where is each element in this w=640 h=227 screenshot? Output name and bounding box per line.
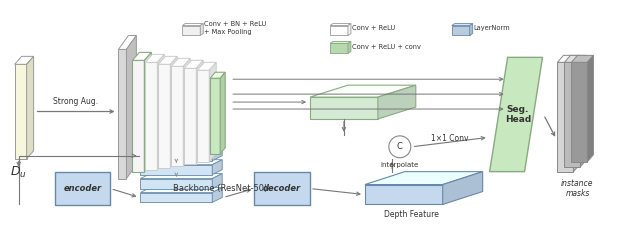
Polygon shape (158, 64, 170, 168)
Text: C: C (397, 142, 403, 151)
Polygon shape (172, 58, 190, 66)
Polygon shape (588, 55, 593, 162)
Polygon shape (330, 26, 348, 35)
Polygon shape (158, 56, 177, 64)
Polygon shape (210, 72, 225, 78)
Polygon shape (27, 56, 34, 159)
Polygon shape (184, 68, 196, 164)
Text: instance
masks: instance masks (561, 179, 594, 198)
Polygon shape (140, 188, 222, 192)
Polygon shape (212, 174, 222, 189)
Polygon shape (145, 62, 157, 170)
Polygon shape (330, 42, 351, 43)
Polygon shape (212, 146, 222, 161)
Polygon shape (443, 172, 483, 205)
Polygon shape (132, 60, 145, 172)
Polygon shape (210, 78, 220, 154)
Polygon shape (470, 24, 473, 35)
Polygon shape (330, 43, 348, 53)
Polygon shape (348, 24, 351, 35)
Polygon shape (212, 188, 222, 202)
FancyBboxPatch shape (254, 172, 310, 205)
Polygon shape (140, 151, 212, 161)
Polygon shape (490, 57, 543, 172)
Polygon shape (15, 56, 34, 64)
Polygon shape (127, 35, 136, 179)
Text: Backbone (ResNet-50): Backbone (ResNet-50) (173, 184, 268, 193)
Polygon shape (310, 85, 416, 97)
Polygon shape (172, 66, 183, 166)
Polygon shape (118, 35, 136, 49)
Polygon shape (197, 70, 209, 162)
Polygon shape (15, 64, 27, 159)
Polygon shape (564, 62, 580, 167)
Polygon shape (197, 62, 216, 70)
Text: Depth Feature: Depth Feature (385, 210, 439, 219)
Polygon shape (140, 165, 212, 175)
Text: Conv + ReLU: Conv + ReLU (352, 25, 395, 30)
Polygon shape (212, 160, 222, 175)
Polygon shape (557, 55, 579, 62)
Polygon shape (132, 52, 152, 60)
Polygon shape (145, 54, 164, 62)
Polygon shape (140, 160, 222, 165)
Polygon shape (200, 24, 204, 35)
Text: + Max Pooling: + Max Pooling (204, 29, 252, 35)
Text: interpolate: interpolate (381, 162, 419, 168)
Polygon shape (140, 174, 222, 179)
Polygon shape (310, 97, 378, 119)
Polygon shape (365, 185, 443, 205)
Polygon shape (209, 62, 216, 162)
Text: $D_u$: $D_u$ (10, 165, 27, 180)
Polygon shape (145, 52, 152, 172)
Polygon shape (580, 55, 586, 167)
Polygon shape (452, 26, 470, 35)
Polygon shape (378, 85, 416, 119)
Polygon shape (196, 60, 204, 164)
Text: Conv + ReLU + conv: Conv + ReLU + conv (352, 44, 421, 50)
Polygon shape (184, 60, 204, 68)
Polygon shape (557, 62, 573, 172)
Polygon shape (140, 192, 212, 202)
Polygon shape (220, 72, 225, 154)
Polygon shape (118, 49, 127, 179)
Polygon shape (170, 56, 177, 168)
Polygon shape (564, 55, 586, 62)
Polygon shape (573, 55, 579, 172)
Polygon shape (140, 179, 212, 189)
Polygon shape (330, 24, 351, 26)
Text: decoder: decoder (263, 184, 301, 193)
Polygon shape (348, 42, 351, 53)
Polygon shape (365, 172, 483, 185)
Polygon shape (183, 58, 190, 166)
Text: encoder: encoder (63, 184, 102, 193)
Polygon shape (157, 54, 164, 170)
Text: Conv + BN + ReLU: Conv + BN + ReLU (204, 21, 267, 27)
Polygon shape (182, 24, 204, 26)
Polygon shape (572, 62, 588, 162)
Polygon shape (452, 24, 473, 26)
Text: Strong Aug.: Strong Aug. (54, 97, 99, 106)
Polygon shape (572, 55, 593, 62)
Polygon shape (182, 26, 200, 35)
Text: 1×1 Conv: 1×1 Conv (431, 134, 468, 143)
Circle shape (389, 136, 411, 158)
Text: LayerNorm: LayerNorm (474, 25, 510, 30)
FancyBboxPatch shape (54, 172, 111, 205)
Polygon shape (140, 146, 222, 151)
Text: Seg.
Head: Seg. Head (505, 105, 531, 124)
